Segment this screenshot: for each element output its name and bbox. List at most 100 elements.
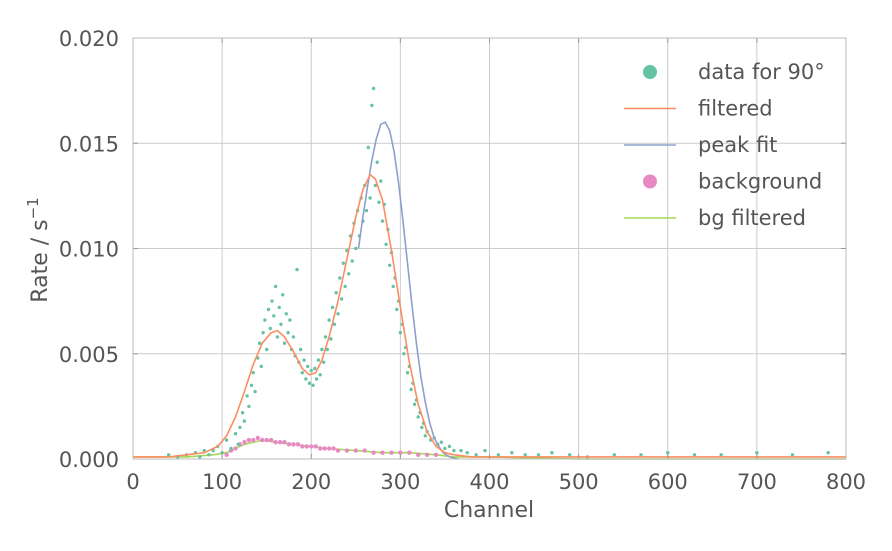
background-point <box>416 452 421 457</box>
data-for-90-point <box>275 335 280 339</box>
x-tick-label: 200 <box>291 470 331 494</box>
data-for-90-point <box>261 331 265 335</box>
legend-item-data-for-90: data for 90° <box>643 60 825 84</box>
data-for-90-point <box>224 438 229 442</box>
data-for-90-point <box>327 318 331 322</box>
data-for-90-point <box>298 347 303 352</box>
data-for-90-point <box>272 314 276 318</box>
data-for-90-point <box>313 366 317 371</box>
data-for-90-point <box>474 453 478 457</box>
background-point <box>371 450 376 455</box>
background-point <box>389 450 394 455</box>
data-for-90-point <box>332 322 337 326</box>
data-for-90-point <box>350 259 354 263</box>
x-tick-label: 700 <box>737 470 777 494</box>
data-for-90-point <box>447 444 452 449</box>
data-for-90-point <box>318 373 322 377</box>
data-for-90-point <box>368 196 372 200</box>
y-tick-label: 0.010 <box>59 238 119 262</box>
y-axis-label-text: Rate / s <box>28 219 53 302</box>
data-for-90-point <box>316 358 321 362</box>
data-for-90-point <box>323 335 328 339</box>
legend-label: bg filtered <box>698 206 806 230</box>
data-for-90-point <box>550 451 554 455</box>
axes: 0 100 200 300 400 500 600 700 800 0.000 0.005 0.010… <box>59 27 866 494</box>
background-point <box>260 437 265 443</box>
data-for-90-point <box>229 446 233 451</box>
data-for-90-point <box>639 453 643 457</box>
data-for-90-point <box>343 284 347 289</box>
data-for-90-point <box>423 434 427 438</box>
background-point <box>362 448 367 453</box>
data-for-90-point <box>311 383 315 387</box>
background-point <box>233 446 238 451</box>
x-tick-label: 400 <box>469 470 509 494</box>
data-for-90-point <box>405 371 410 375</box>
y-tick-label: 0.000 <box>59 448 119 472</box>
data-for-90-point <box>568 453 572 457</box>
legend-item-bg-filtered: bg filtered <box>624 206 806 230</box>
data-for-90-point <box>247 404 251 409</box>
filtered-line <box>133 174 846 458</box>
background-point <box>291 442 296 447</box>
legend-label: data for 90° <box>698 60 825 84</box>
data-for-90-point <box>259 364 263 369</box>
data-for-90-point <box>338 276 342 280</box>
data-for-90-point <box>220 451 224 455</box>
data-for-90-point <box>391 284 395 289</box>
data-for-90-point <box>330 305 335 310</box>
data-for-90-point <box>370 103 374 108</box>
data-for-90-point <box>402 352 406 356</box>
data-for-90-point <box>309 368 313 373</box>
data-for-90-point <box>291 335 296 339</box>
background-point <box>255 435 260 441</box>
data-for-90-point <box>379 179 383 183</box>
legend: data for 90° filtered peak fit background bg… <box>624 60 825 230</box>
background-point <box>286 442 292 447</box>
x-tick-label: 0 <box>126 470 139 494</box>
data-for-90-point <box>268 326 272 331</box>
data-for-90-point <box>233 432 238 436</box>
data-for-90-point <box>266 307 271 312</box>
data-for-90-point <box>302 358 306 362</box>
data-for-90-point <box>314 377 319 381</box>
data-for-90-point <box>207 453 211 457</box>
data-for-90-point <box>336 312 340 316</box>
data-for-90-point <box>240 411 245 415</box>
legend-item-peak-fit: peak fit <box>624 133 777 157</box>
data-for-90-point <box>288 318 292 322</box>
background-point <box>273 440 278 445</box>
background-point <box>424 452 430 457</box>
data-for-90-point <box>354 246 358 251</box>
data-for-90-point <box>443 446 447 451</box>
background-point <box>326 446 332 451</box>
data-for-90-point <box>306 364 310 369</box>
y-tick-label: 0.020 <box>59 27 119 51</box>
data-for-90-point <box>523 453 527 457</box>
background-point <box>224 452 229 457</box>
series-peak-fit <box>357 121 459 460</box>
x-tick-label: 600 <box>648 470 688 494</box>
data-for-90-point <box>371 86 376 91</box>
legend-label: peak fit <box>698 133 777 157</box>
legend-label: background <box>698 170 822 194</box>
legend-marker <box>643 65 657 79</box>
background-point <box>304 444 309 449</box>
background-point <box>268 437 274 443</box>
data-for-90-point <box>236 442 240 446</box>
data-for-90-point <box>826 451 830 455</box>
data-for-90-point <box>257 341 262 345</box>
data-for-90-point <box>320 347 324 352</box>
series-filtered <box>133 174 846 458</box>
data-for-90-point <box>286 331 290 335</box>
data-for-90-point <box>364 208 369 213</box>
background-point <box>335 448 341 453</box>
legend-item-background: background <box>643 170 822 194</box>
peak-fit-line <box>357 121 459 460</box>
data-for-90-point <box>249 383 254 387</box>
background-point <box>300 444 305 449</box>
data-for-90-point <box>253 389 257 394</box>
data-for-90-point <box>341 261 345 265</box>
data-for-90-point <box>755 451 759 455</box>
x-tick-label: 100 <box>202 470 242 494</box>
